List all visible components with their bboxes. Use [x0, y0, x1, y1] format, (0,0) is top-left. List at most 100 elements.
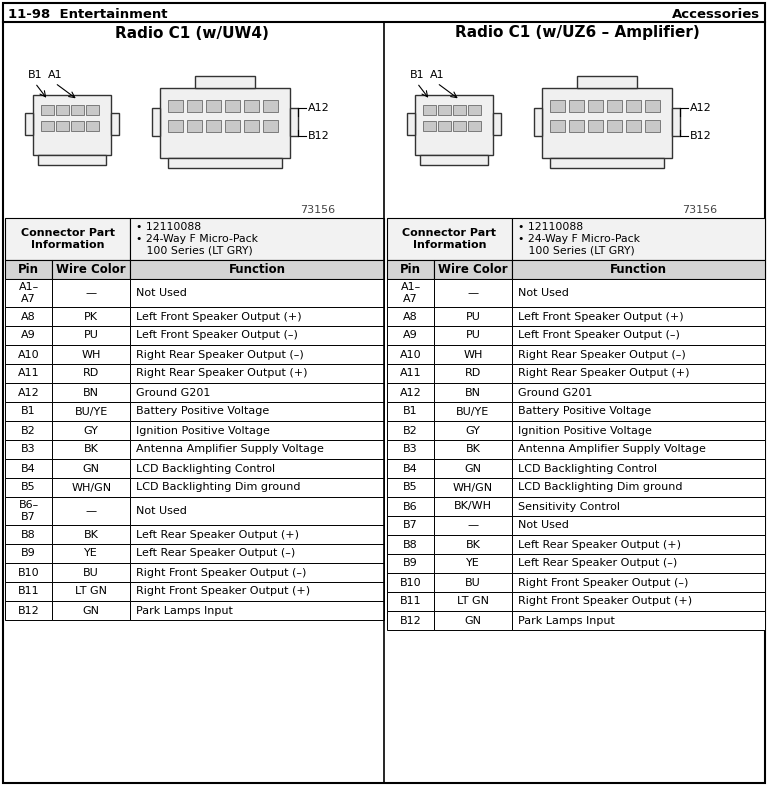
- Bar: [434, 383, 511, 402]
- Text: Ground G201: Ground G201: [136, 387, 210, 398]
- Text: Accessories: Accessories: [672, 8, 760, 20]
- Bar: [130, 440, 384, 459]
- Bar: [52, 326, 130, 345]
- Text: A11: A11: [400, 369, 422, 379]
- Bar: [130, 307, 384, 326]
- Text: —: —: [86, 506, 97, 516]
- Bar: [387, 535, 434, 554]
- Bar: [387, 440, 434, 459]
- Bar: [5, 345, 52, 364]
- Text: Not Used: Not Used: [136, 506, 187, 516]
- Text: Ignition Positive Voltage: Ignition Positive Voltage: [136, 425, 270, 435]
- Text: B12: B12: [690, 131, 712, 141]
- Bar: [33, 95, 111, 155]
- Bar: [5, 421, 52, 440]
- Bar: [5, 459, 52, 478]
- Text: B12: B12: [308, 131, 329, 141]
- Bar: [71, 105, 84, 115]
- Bar: [130, 582, 384, 601]
- Bar: [52, 345, 130, 364]
- Bar: [420, 155, 488, 165]
- Bar: [86, 121, 99, 131]
- Bar: [588, 120, 603, 132]
- Text: Park Lamps Input: Park Lamps Input: [518, 615, 614, 626]
- Text: A9: A9: [403, 330, 418, 340]
- Text: B6–
B7: B6– B7: [18, 500, 39, 522]
- Bar: [387, 326, 434, 345]
- Text: B9: B9: [22, 549, 36, 559]
- Text: A10: A10: [400, 350, 422, 359]
- Text: Left Rear Speaker Output (+): Left Rear Speaker Output (+): [518, 539, 680, 549]
- Bar: [511, 260, 765, 279]
- Bar: [86, 105, 99, 115]
- Bar: [52, 582, 130, 601]
- Bar: [387, 218, 511, 260]
- Text: B5: B5: [403, 483, 418, 493]
- Bar: [56, 105, 69, 115]
- Bar: [130, 383, 384, 402]
- Bar: [52, 563, 130, 582]
- Bar: [434, 402, 511, 421]
- Bar: [52, 260, 130, 279]
- Bar: [434, 440, 511, 459]
- Bar: [111, 113, 119, 135]
- Text: WH: WH: [81, 350, 101, 359]
- Bar: [5, 279, 52, 307]
- Bar: [434, 554, 511, 573]
- Text: B1: B1: [22, 406, 36, 417]
- Bar: [52, 307, 130, 326]
- Bar: [511, 611, 765, 630]
- Text: Not Used: Not Used: [518, 288, 568, 298]
- Bar: [434, 592, 511, 611]
- Text: A1–
A7: A1– A7: [400, 282, 421, 304]
- Bar: [607, 120, 622, 132]
- Text: • 12110088
• 24-Way F Micro-Pack
   100 Series (LT GRY): • 12110088 • 24-Way F Micro-Pack 100 Ser…: [518, 222, 640, 255]
- Bar: [52, 440, 130, 459]
- Text: BN: BN: [465, 387, 481, 398]
- Bar: [511, 383, 765, 402]
- Bar: [468, 105, 481, 115]
- Bar: [130, 364, 384, 383]
- Bar: [52, 383, 130, 402]
- Text: Battery Positive Voltage: Battery Positive Voltage: [518, 406, 651, 417]
- Bar: [588, 100, 603, 112]
- Text: Right Rear Speaker Output (–): Right Rear Speaker Output (–): [518, 350, 686, 359]
- Text: —: —: [86, 288, 97, 298]
- Bar: [511, 459, 765, 478]
- Bar: [550, 120, 565, 132]
- Bar: [438, 121, 451, 131]
- Bar: [52, 601, 130, 620]
- Text: LT GN: LT GN: [75, 586, 108, 597]
- Bar: [38, 155, 106, 165]
- Text: B11: B11: [18, 586, 39, 597]
- Bar: [52, 525, 130, 544]
- Bar: [434, 279, 511, 307]
- Text: B4: B4: [403, 464, 418, 473]
- Text: Left Rear Speaker Output (+): Left Rear Speaker Output (+): [136, 530, 299, 539]
- Text: GN: GN: [465, 615, 482, 626]
- Text: GY: GY: [84, 425, 98, 435]
- Bar: [387, 554, 434, 573]
- Bar: [387, 279, 434, 307]
- Bar: [550, 100, 565, 112]
- Text: PU: PU: [84, 330, 98, 340]
- Text: —: —: [468, 520, 478, 531]
- Text: Right Rear Speaker Output (+): Right Rear Speaker Output (+): [136, 369, 307, 379]
- Text: WH/GN: WH/GN: [71, 483, 111, 493]
- Text: 73156: 73156: [300, 205, 335, 215]
- Text: Function: Function: [610, 263, 667, 276]
- Bar: [387, 402, 434, 421]
- Text: A10: A10: [18, 350, 39, 359]
- Text: Wire Color: Wire Color: [439, 263, 508, 276]
- Bar: [434, 421, 511, 440]
- Bar: [387, 364, 434, 383]
- Bar: [41, 105, 54, 115]
- Bar: [5, 478, 52, 497]
- Bar: [41, 121, 54, 131]
- Bar: [542, 88, 672, 158]
- Bar: [550, 158, 664, 168]
- Bar: [511, 218, 765, 260]
- Bar: [5, 364, 52, 383]
- Text: Not Used: Not Used: [518, 520, 568, 531]
- Text: WH: WH: [463, 350, 482, 359]
